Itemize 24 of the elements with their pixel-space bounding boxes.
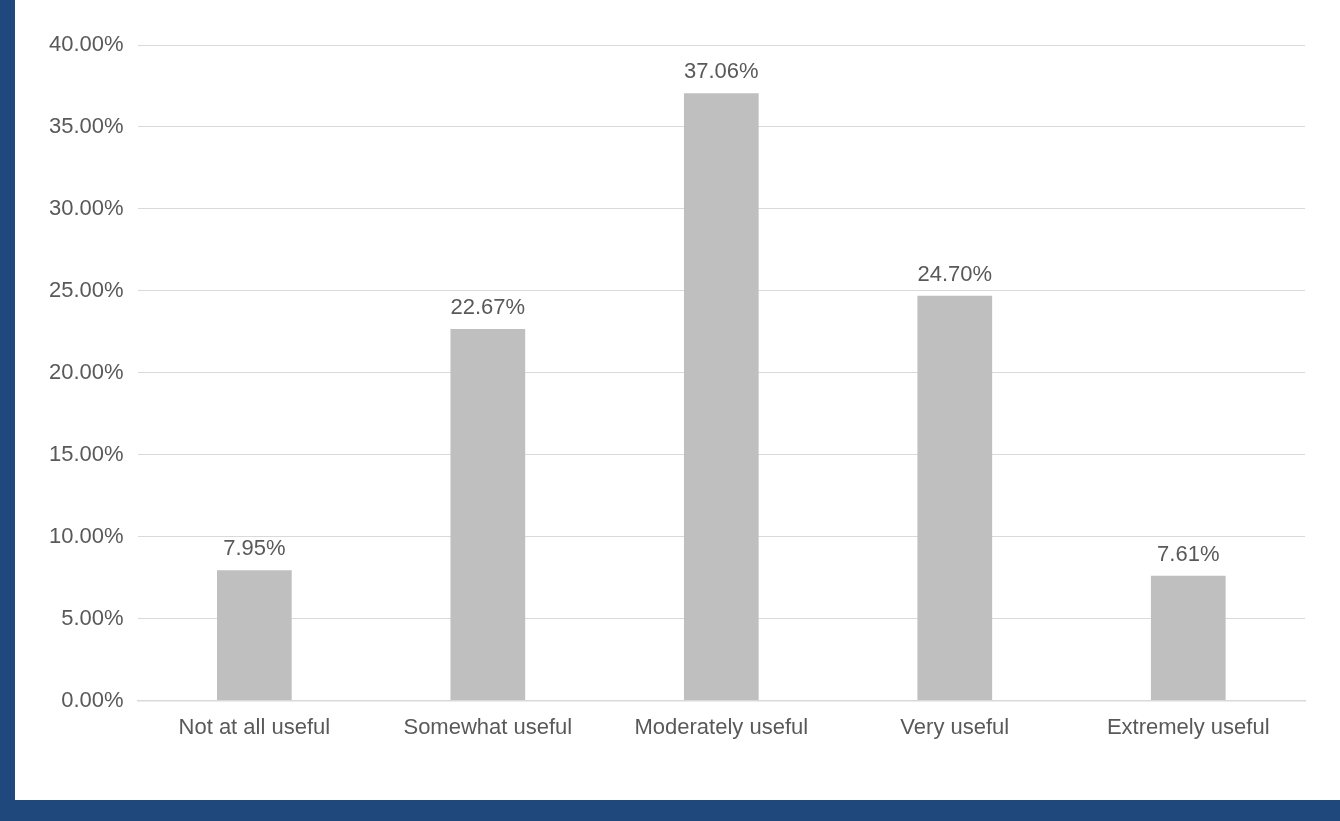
data-label: 7.61% (1157, 540, 1220, 566)
x-tick-label: Not at all useful (178, 713, 331, 739)
bar (450, 329, 526, 701)
bar (683, 93, 759, 701)
y-tick-label: 35.00% (48, 113, 124, 139)
y-tick-label: 30.00% (48, 194, 124, 220)
y-tick-label: 10.00% (48, 522, 124, 548)
data-label: 22.67% (450, 294, 526, 320)
y-tick-label: 20.00% (48, 358, 124, 384)
data-label: 37.06% (684, 58, 759, 84)
y-tick-label: 5.00% (61, 604, 124, 630)
bar (217, 570, 292, 701)
y-tick-label: 0.00% (61, 686, 124, 712)
y-tick-label: 25.00% (48, 276, 124, 302)
data-label: 24.70% (917, 260, 993, 286)
x-tick-label: Moderately useful (634, 713, 809, 739)
bar (1150, 575, 1226, 701)
bar (917, 295, 993, 701)
x-tick-label: Extremely useful (1106, 713, 1270, 739)
x-tick-label: Very useful (900, 713, 1010, 739)
x-tick-label: Somewhat useful (403, 713, 573, 739)
y-tick-label: 40.00% (48, 31, 124, 57)
y-tick-label: 15.00% (48, 440, 124, 466)
data-label: 7.95% (223, 535, 286, 561)
